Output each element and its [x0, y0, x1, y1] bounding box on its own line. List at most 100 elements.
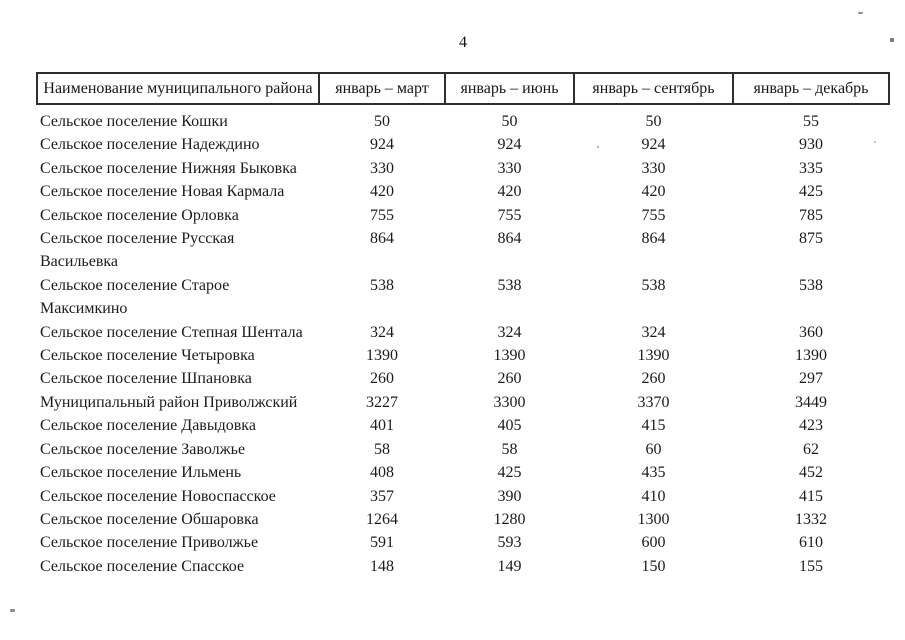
value-jan-dec-cell: 335	[799, 159, 823, 177]
value-jan-jun-cell: 260	[497, 370, 522, 388]
value-jan-sep-cell: 864	[641, 230, 666, 248]
value-jan-jun-cell: 755	[497, 206, 522, 224]
value-jan-jun-cell: 149	[497, 557, 522, 575]
value-jan-mar-cell: 864	[370, 230, 394, 248]
table-row: Сельское поселение Давыдовка 401 405 415…	[37, 414, 889, 437]
scan-artifact	[858, 12, 863, 14]
value-jan-sep-cell: 150	[641, 557, 666, 575]
table-header: Наименование муниципального района январ…	[36, 72, 890, 105]
district-name-cell: Муниципальный район Приволжский	[40, 393, 298, 411]
value-jan-dec-cell: 297	[799, 370, 823, 388]
table-row: Сельское поселение Кошки 50 50 50 55	[37, 104, 889, 133]
column-header-jan-dec: январь – декабрь	[732, 72, 890, 105]
value-jan-sep-cell: 420	[641, 183, 666, 201]
value-jan-mar-cell: 148	[370, 557, 394, 575]
district-name-cell: Сельское поселение Заволжье	[40, 440, 246, 458]
table-row: Сельское поселение Старое Максимкино 538…	[37, 274, 889, 321]
value-jan-dec-cell: 425	[799, 183, 823, 201]
value-jan-dec-cell: 930	[799, 136, 823, 154]
value-jan-sep-cell: 3370	[637, 393, 670, 411]
value-jan-jun-cell: 405	[497, 417, 522, 435]
district-name-cell: Сельское поселение Старое Максимкино	[40, 276, 230, 318]
value-jan-dec-cell: 610	[799, 534, 823, 552]
column-header-district-name: Наименование муниципального района	[36, 72, 320, 105]
table-row: Муниципальный район Приволжский 3227 330…	[37, 391, 889, 414]
district-name-cell: Сельское поселение Новоспасское	[40, 487, 276, 505]
district-name-cell: Сельское поселение Степная Шентала	[40, 323, 303, 341]
value-jan-sep-cell: 600	[641, 534, 666, 552]
table-row: Сельское поселение Шпановка 260 260 260 …	[37, 367, 889, 390]
table-row: Сельское поселение Приволжье 591 593 600…	[37, 531, 889, 554]
value-jan-mar-cell: 58	[374, 440, 390, 458]
value-jan-mar-cell: 538	[370, 276, 394, 294]
district-name-cell: Сельское поселение Русская Васильевка	[40, 230, 235, 271]
table-row: Сельское поселение Русская Васильевка 86…	[37, 227, 889, 274]
table-row: Сельское поселение Нижняя Быковка 330 33…	[37, 157, 889, 180]
value-jan-jun-cell: 864	[497, 230, 522, 248]
value-jan-mar-cell: 3227	[366, 393, 398, 411]
scan-artifact	[890, 38, 894, 42]
value-jan-dec-cell: 1332	[795, 510, 827, 528]
value-jan-dec-cell: 875	[799, 230, 823, 248]
value-jan-mar-cell: 591	[370, 534, 394, 552]
value-jan-jun-cell: 425	[497, 464, 522, 482]
scan-artifact	[874, 141, 876, 143]
value-jan-jun-cell: 593	[497, 534, 522, 552]
value-jan-dec-cell: 1390	[795, 347, 827, 365]
value-jan-dec-cell: 785	[799, 206, 823, 224]
value-jan-jun-cell: 1390	[493, 347, 526, 365]
value-jan-sep-cell: 50	[645, 113, 662, 130]
value-jan-dec-cell: 3449	[795, 393, 827, 411]
value-jan-dec-cell: 55	[803, 113, 819, 130]
district-name-cell: Сельское поселение Надеждино	[40, 136, 260, 154]
district-name-cell: Сельское поселение Четыровка	[40, 347, 255, 365]
value-jan-jun-cell: 390	[497, 487, 522, 505]
scan-artifact	[10, 609, 15, 612]
value-jan-mar-cell: 330	[370, 159, 394, 177]
district-name-cell: Сельское поселение Орловка	[40, 206, 239, 224]
value-jan-mar-cell: 50	[374, 113, 390, 130]
value-jan-dec-cell: 415	[799, 487, 823, 505]
column-header-jan-sep: январь – сентябрь	[573, 72, 734, 105]
district-name-cell: Сельское поселение Шпановка	[40, 370, 252, 388]
district-name-cell: Сельское поселение Давыдовка	[40, 417, 256, 435]
scan-artifact	[597, 146, 599, 148]
value-jan-dec-cell: 538	[799, 276, 823, 294]
value-jan-mar-cell: 357	[370, 487, 394, 505]
value-jan-sep-cell: 324	[641, 323, 666, 341]
column-header-jan-jun: январь – июнь	[444, 72, 575, 105]
table-row: Сельское поселение Обшаровка 1264 1280 1…	[37, 508, 889, 531]
table-body: Сельское поселение Кошки 50 50 50 55 Сел…	[37, 104, 889, 578]
value-jan-mar-cell: 1264	[366, 510, 398, 528]
value-jan-sep-cell: 924	[641, 136, 666, 154]
municipal-district-table: Наименование муниципального района январ…	[36, 72, 890, 578]
table-row: Сельское поселение Степная Шентала 324 3…	[37, 321, 889, 344]
value-jan-jun-cell: 924	[497, 136, 522, 154]
table-header-row: Наименование муниципального района январ…	[36, 72, 890, 105]
value-jan-jun-cell: 330	[497, 159, 522, 177]
value-jan-mar-cell: 420	[370, 183, 394, 201]
table-row: Сельское поселение Спасское 148 149 150 …	[37, 555, 889, 578]
value-jan-jun-cell: 324	[497, 323, 522, 341]
value-jan-mar-cell: 260	[370, 370, 394, 388]
page-number: 4	[459, 34, 467, 51]
district-name-cell: Сельское поселение Новая Кармала	[40, 183, 285, 201]
value-jan-sep-cell: 60	[645, 440, 662, 458]
table-row: Сельское поселение Заволжье 58 58 60 62	[37, 438, 889, 461]
value-jan-sep-cell: 410	[641, 487, 666, 505]
value-jan-sep-cell: 755	[641, 206, 666, 224]
value-jan-dec-cell: 423	[799, 417, 823, 435]
value-jan-sep-cell: 415	[641, 417, 666, 435]
district-name-cell: Сельское поселение Спасское	[40, 557, 245, 575]
value-jan-sep-cell: 330	[641, 159, 666, 177]
value-jan-mar-cell: 1390	[366, 347, 398, 365]
column-header-jan-mar: январь – март	[318, 72, 446, 105]
district-name-cell: Сельское поселение Кошки	[40, 113, 228, 130]
value-jan-sep-cell: 435	[641, 464, 666, 482]
value-jan-sep-cell: 1300	[637, 510, 670, 528]
value-jan-jun-cell: 3300	[493, 393, 526, 411]
value-jan-jun-cell: 50	[501, 113, 518, 130]
table-row: Сельское поселение Новая Кармала 420 420…	[37, 180, 889, 203]
value-jan-dec-cell: 452	[799, 464, 823, 482]
